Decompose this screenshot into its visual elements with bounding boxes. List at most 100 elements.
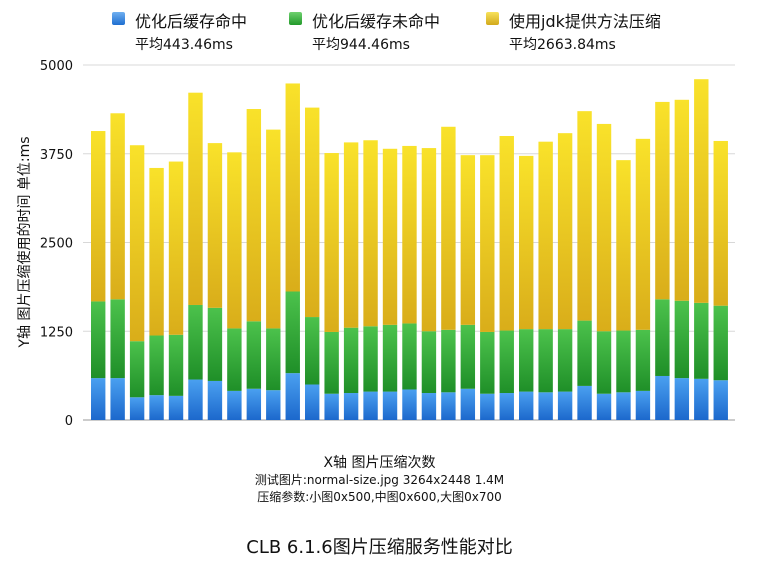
legend-label-cache-miss: 优化后缓存未命中 bbox=[312, 12, 441, 31]
x-axis-title: X轴 图片压缩次数 bbox=[323, 455, 436, 471]
legend-swatch-jdk bbox=[486, 12, 499, 25]
bar-segment-cache-miss bbox=[129, 341, 145, 398]
bar-segment-cache-hit bbox=[305, 384, 320, 420]
bar-segment-cache-hit bbox=[343, 393, 359, 420]
bar-segment-jdk bbox=[499, 136, 514, 331]
bar-segment-cache-hit bbox=[557, 391, 573, 420]
bar-segment-jdk bbox=[577, 111, 592, 321]
bar-segment-jdk bbox=[363, 140, 378, 327]
bar-segment-jdk bbox=[538, 141, 553, 330]
bar-segment-cache-miss bbox=[246, 321, 262, 389]
bar-segment-cache-miss bbox=[149, 335, 164, 396]
bar-segment-cache-hit bbox=[149, 395, 164, 420]
compression-params-note: 压缩参数:小图0x500,中图0x600,大图0x700 bbox=[257, 490, 502, 504]
bar-segment-jdk bbox=[480, 155, 495, 332]
y-tick-label: 3750 bbox=[40, 148, 73, 163]
bar-segment-jdk bbox=[557, 133, 573, 330]
bar-segment-jdk bbox=[694, 79, 709, 303]
bar-segment-cache-hit bbox=[227, 390, 242, 420]
bar-segment-cache-hit bbox=[694, 378, 709, 420]
legend-swatch-cache-hit bbox=[112, 12, 125, 25]
y-tick-label: 2500 bbox=[40, 237, 73, 252]
bar-segment-jdk bbox=[188, 92, 203, 305]
bar-segment-jdk bbox=[227, 152, 242, 329]
bar-segment-cache-hit bbox=[713, 380, 728, 420]
y-axis-ticks: 0 1250 2500 3750 5000 bbox=[40, 59, 73, 429]
bar-segment-cache-hit bbox=[402, 389, 417, 420]
bar-segment-cache-miss bbox=[713, 305, 728, 381]
bar-segment-cache-miss bbox=[227, 328, 242, 391]
bar-segment-cache-miss bbox=[557, 329, 573, 392]
bar-segment-cache-hit bbox=[324, 393, 339, 420]
legend-average-jdk: 平均2663.84ms bbox=[509, 37, 616, 53]
bar-segment-cache-hit bbox=[441, 392, 456, 420]
bar-segment-jdk bbox=[635, 138, 651, 330]
bar-segment-cache-hit bbox=[266, 390, 281, 420]
bar-segment-cache-hit bbox=[285, 373, 300, 420]
bar-segment-cache-miss bbox=[616, 330, 631, 393]
bar-segment-cache-hit bbox=[596, 393, 612, 420]
bar-segment-jdk bbox=[616, 160, 631, 331]
bar-segment-jdk bbox=[441, 126, 456, 330]
test-image-note: 测试图片:normal-size.jpg 3264x2448 1.4M bbox=[254, 473, 505, 487]
bar-segment-cache-miss bbox=[441, 329, 456, 393]
bar-segment-cache-miss bbox=[207, 307, 223, 381]
bar-segment-jdk bbox=[266, 129, 281, 329]
bar-segment-jdk bbox=[285, 83, 300, 292]
bar-segment-cache-hit bbox=[129, 397, 145, 420]
bar-segment-jdk bbox=[207, 143, 223, 308]
bar-segment-cache-hit bbox=[168, 395, 184, 420]
bar-segment-cache-hit bbox=[519, 391, 534, 420]
y-tick-label: 0 bbox=[65, 414, 73, 429]
bar-segment-jdk bbox=[402, 145, 417, 324]
bar-segment-cache-hit bbox=[499, 393, 514, 420]
bar-segment-cache-miss bbox=[674, 300, 690, 379]
bar-segment-cache-miss bbox=[519, 329, 534, 392]
bar-segment-jdk bbox=[674, 99, 690, 301]
legend-label-jdk: 使用jdk提供方法压缩 bbox=[509, 12, 661, 31]
chart-legend: 优化后缓存命中 平均443.46ms 优化后缓存未命中 平均944.46ms 使… bbox=[0, 8, 759, 54]
bar-segment-cache-hit bbox=[246, 388, 262, 420]
bar-segment-cache-miss bbox=[421, 331, 437, 394]
bar-segment-cache-hit bbox=[207, 380, 223, 420]
bar-segment-cache-miss bbox=[188, 304, 203, 380]
bar-segment-cache-miss bbox=[343, 327, 359, 394]
bar-segment-cache-miss bbox=[285, 291, 300, 374]
bar-segment-cache-miss bbox=[577, 320, 592, 386]
bar-segment-cache-hit bbox=[674, 378, 690, 420]
bar-segment-jdk bbox=[168, 161, 184, 335]
bar-segment-cache-miss bbox=[266, 328, 281, 391]
bar-segment-cache-hit bbox=[616, 392, 631, 420]
bar-segment-cache-hit bbox=[460, 388, 476, 420]
bar-segment-cache-hit bbox=[382, 391, 398, 420]
bar-segment-cache-miss bbox=[168, 334, 184, 396]
bar-segment-cache-miss bbox=[402, 323, 417, 390]
y-tick-label: 5000 bbox=[40, 59, 73, 74]
bar-segment-jdk bbox=[596, 123, 612, 332]
bar-segment-jdk bbox=[305, 107, 320, 318]
bar-segment-cache-hit bbox=[421, 393, 437, 420]
bar-segment-jdk bbox=[382, 148, 398, 325]
bar-segment-cache-miss bbox=[480, 331, 495, 394]
y-tick-label: 1250 bbox=[40, 325, 73, 340]
bar-segment-jdk bbox=[149, 167, 164, 336]
bar-segment-cache-hit bbox=[655, 375, 670, 420]
bar-segment-cache-miss bbox=[655, 299, 670, 376]
bar-segment-jdk bbox=[110, 113, 125, 300]
legend-label-cache-hit: 优化后缓存命中 bbox=[135, 12, 248, 31]
bars bbox=[91, 79, 728, 420]
bar-segment-jdk bbox=[655, 101, 670, 300]
bar-segment-cache-hit bbox=[91, 378, 106, 420]
bar-segment-cache-miss bbox=[635, 329, 651, 391]
legend-swatch-cache-miss bbox=[289, 12, 302, 25]
bar-segment-cache-hit bbox=[110, 378, 125, 420]
legend-average-cache-miss: 平均944.46ms bbox=[312, 37, 410, 53]
y-axis-title: Y轴 图片压缩使用的时间 单位:ms bbox=[17, 136, 33, 348]
bar-segment-jdk bbox=[324, 153, 339, 332]
bar-segment-cache-miss bbox=[499, 330, 514, 394]
bar-segment-cache-hit bbox=[538, 392, 553, 420]
legend-average-cache-hit: 平均443.46ms bbox=[135, 37, 233, 53]
bar-segment-cache-miss bbox=[305, 317, 320, 385]
bar-segment-jdk bbox=[460, 155, 476, 325]
